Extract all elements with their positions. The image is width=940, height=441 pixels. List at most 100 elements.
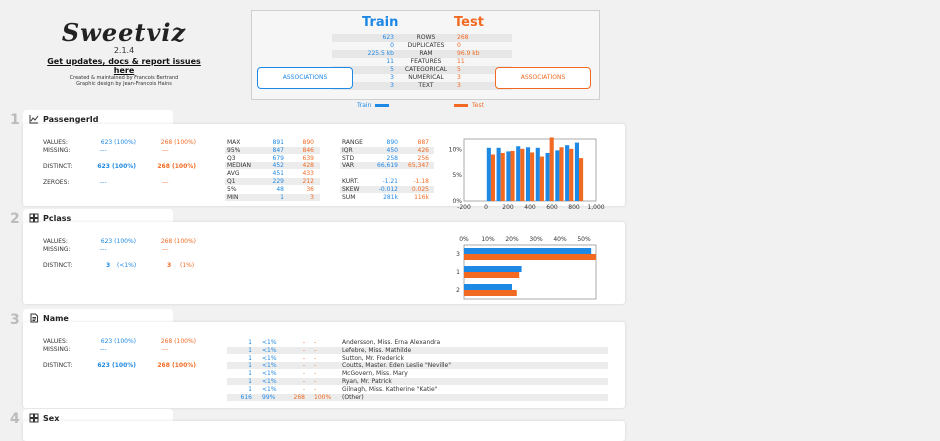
train-bar	[555, 150, 560, 201]
stat-test: 268 (100%)	[157, 163, 196, 170]
stat-label: RANGE	[342, 139, 363, 146]
value-label: Andersson, Miss. Erna Alexandra	[342, 339, 441, 346]
summary-row: 5 CATEGORICAL 5	[332, 66, 512, 74]
summary-row: 0 DUPLICATES 0	[390, 42, 461, 49]
x-tick-label: 600	[546, 204, 558, 211]
stat-label: MISSING:	[43, 147, 71, 154]
test-header: Test	[454, 15, 484, 30]
x-tick-label: 0%	[459, 236, 469, 243]
stat-train: ---	[100, 179, 107, 186]
test-bar	[579, 158, 584, 201]
stat-label: MAX	[227, 139, 241, 146]
value-train-pct: <1%	[262, 378, 277, 385]
stat-label: Q1	[227, 178, 236, 185]
train-associations-button[interactable]: ASSOCIATIONS	[257, 67, 353, 89]
stat-train: 451	[272, 170, 284, 178]
value-train-pct: <1%	[262, 362, 277, 370]
test-bar	[569, 148, 574, 201]
stat-test: 0.025	[411, 185, 429, 193]
train-header: Train	[362, 15, 399, 30]
stat-test: ---	[162, 147, 169, 154]
x-tick-label: 800	[568, 204, 580, 211]
stat-label: ZEROES:	[43, 179, 70, 186]
stat-test: 3	[167, 262, 172, 269]
value-label: Coutts, Master. Eden Leslie "Neville"	[342, 362, 451, 370]
value-test-count: -	[302, 370, 305, 378]
value-train-pct: <1%	[262, 370, 277, 378]
value-train-count: 1	[248, 346, 252, 354]
sweetviz-logo: Sweetviz 2.1.4 Get updates, docs & repor…	[44, 18, 204, 87]
legend-test: Test	[454, 102, 484, 109]
value-test-pct: 100%	[314, 393, 332, 401]
stat-test: 846	[302, 146, 314, 154]
value-row-stripe	[227, 346, 608, 354]
stat-stripe	[225, 146, 320, 154]
stat-train: 281k	[383, 193, 398, 201]
value-train-count: 616	[240, 393, 252, 401]
test-bar	[464, 290, 517, 296]
value-test-pct: -	[314, 346, 317, 354]
stat-train: 3	[106, 262, 111, 269]
test-bar	[464, 254, 596, 260]
stat-test: 268 (100%)	[160, 238, 196, 245]
stat-label: VALUES:	[43, 338, 68, 345]
legend-train: Train	[357, 102, 390, 109]
y-tick-label: 0%	[452, 198, 462, 205]
stat-train: 229	[272, 178, 284, 185]
logo-brand: Sweetviz	[61, 18, 187, 47]
summary-row: 225.5 kb RAM 96.9 kb	[332, 50, 512, 58]
stat-train: 48	[276, 185, 284, 193]
stat-stripe	[340, 162, 434, 170]
value-label: (Other)	[342, 393, 364, 401]
feature-title[interactable]: Pclass	[29, 213, 71, 223]
stat-test: 3	[310, 193, 314, 201]
stat-test: 36	[306, 185, 314, 193]
train-bar	[506, 151, 511, 201]
updates-link[interactable]: Get updates, docs & report issues here	[47, 57, 201, 75]
summary-row: 11 FEATURES 11	[386, 58, 465, 65]
stat-train: ---	[100, 246, 107, 253]
value-row-stripe	[227, 378, 608, 385]
stat-train: 623 (100%)	[100, 139, 136, 146]
feature-title[interactable]: Sex	[29, 413, 59, 423]
stat-train: 891	[272, 139, 284, 146]
x-tick-label: 20%	[505, 236, 519, 243]
stat-test: 433	[302, 170, 314, 178]
feature-title[interactable]: PassengerId	[29, 114, 99, 124]
value-test-pct: -	[314, 385, 317, 393]
value-label: Ryan, Mr. Patrick	[342, 378, 392, 385]
train-bar	[525, 147, 531, 201]
value-test-count: -	[302, 339, 305, 346]
stat-test: 890	[302, 139, 314, 146]
value-train-pct: <1%	[262, 339, 277, 346]
stat-test: 268 (100%)	[157, 362, 196, 369]
stat-train: 847	[272, 146, 284, 154]
value-test-pct: -	[314, 354, 317, 362]
stat-label: MISSING:	[43, 246, 71, 253]
y-tick-label: 5%	[452, 172, 462, 179]
test-bar	[500, 152, 505, 201]
stat-test: 256	[417, 154, 429, 162]
x-tick-label: 1,000	[587, 204, 604, 211]
stat-label: STD	[342, 154, 355, 162]
value-train-pct: 99%	[262, 393, 276, 401]
stat-stripe	[225, 178, 320, 185]
feature-title[interactable]: Name	[29, 313, 69, 323]
value-test-count: 268	[293, 393, 305, 401]
train-bar	[535, 147, 540, 201]
stat-test: ---	[162, 246, 169, 253]
stat-train: ---	[100, 147, 107, 154]
train-bar	[486, 147, 491, 201]
value-train-count: 1	[248, 339, 252, 346]
x-tick-label: 40%	[553, 236, 567, 243]
legend-train-swatch	[375, 104, 390, 107]
test-associations-button[interactable]: ASSOCIATIONS	[495, 67, 591, 89]
value-row-stripe	[227, 362, 608, 370]
stat-stripe	[340, 185, 434, 193]
feature-index: 4	[10, 411, 20, 427]
stat-train: 452	[272, 162, 284, 170]
stat-label: VALUES:	[43, 139, 68, 146]
summary-rows: 623 ROWS 268 0 DUPLICATES 0 225.5 kb RAM 96.9 …	[332, 34, 512, 90]
value-test-count: -	[302, 354, 305, 362]
stat-train: ---	[100, 346, 107, 353]
